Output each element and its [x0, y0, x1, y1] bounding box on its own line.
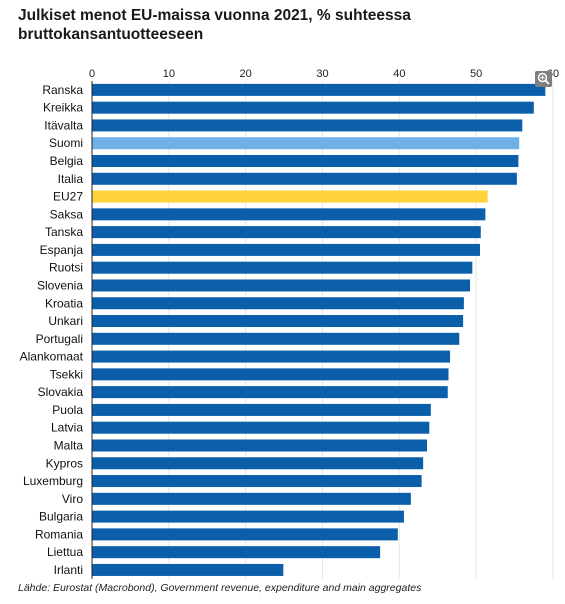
category-label: Suomi: [49, 136, 83, 150]
bar-italia: [92, 172, 517, 185]
bar-unkari: [92, 315, 464, 328]
x-tick-label: 10: [163, 68, 175, 80]
bar-kroatia: [92, 297, 464, 310]
bar-viro: [92, 492, 411, 505]
category-label: Kypros: [46, 456, 83, 470]
category-label: Liettua: [47, 545, 83, 559]
bar-tsekki: [92, 368, 449, 381]
category-label: Kroatia: [45, 296, 83, 310]
category-label: Viro: [62, 492, 83, 506]
x-tick-label: 20: [240, 68, 252, 80]
category-label: Puola: [52, 403, 83, 417]
bar-suomi: [92, 137, 520, 150]
category-label: Slovakia: [38, 385, 84, 399]
category-label: Saksa: [50, 207, 84, 221]
category-label: Bulgaria: [39, 510, 83, 524]
category-label: Espanja: [40, 243, 84, 257]
category-label: Malta: [54, 438, 84, 452]
bar-luxemburg: [92, 475, 422, 488]
category-label: Alankomaat: [20, 350, 84, 364]
bar-kypros: [92, 457, 424, 470]
category-label: Belgia: [50, 154, 84, 168]
bar-slovenia: [92, 279, 471, 292]
bar-liettua: [92, 546, 381, 559]
bar-slovakia: [92, 386, 448, 399]
category-label: Tsekki: [50, 367, 83, 381]
x-tick-label: 0: [89, 68, 95, 80]
x-axis-ticks: 0 10 20 30 40 50 60: [89, 68, 559, 80]
bar-irlanti: [92, 563, 284, 576]
bar-itävalta: [92, 119, 523, 132]
x-tick-label: 50: [470, 68, 482, 80]
x-tick-label: 40: [393, 68, 405, 80]
category-label: Ruotsi: [49, 261, 83, 275]
bar-malta: [92, 439, 427, 452]
zoom-button[interactable]: [535, 71, 552, 87]
category-label: Latvia: [51, 421, 83, 435]
category-label: Itävalta: [44, 118, 83, 132]
chart-title: Julkiset menot EU-maissa vuonna 2021, % …: [18, 7, 411, 43]
bar-belgia: [92, 155, 519, 168]
category-label: Irlanti: [54, 563, 83, 577]
category-label: Slovenia: [37, 278, 83, 292]
category-label: Luxemburg: [23, 474, 83, 488]
bar-bulgaria: [92, 510, 404, 523]
category-label: EU27: [53, 190, 83, 204]
bar-portugali: [92, 332, 460, 345]
category-label: Ranska: [42, 83, 83, 97]
category-label: Portugali: [36, 332, 83, 346]
bar-latvia: [92, 421, 430, 434]
bar-kreikka: [92, 101, 534, 114]
category-labels: Ranska Kreikka Itävalta Suomi Belgia Italia EU…: [20, 83, 84, 577]
bar-saksa: [92, 208, 486, 221]
category-label: Romania: [35, 527, 83, 541]
category-label: Italia: [58, 172, 84, 186]
zoom-in-icon: [537, 72, 550, 85]
x-tick-label: 30: [316, 68, 328, 80]
bars: [92, 83, 546, 576]
category-label: Kreikka: [43, 101, 83, 115]
bar-eu27: [92, 190, 488, 203]
bar-tanska: [92, 226, 481, 239]
bar-ruotsi: [92, 261, 473, 274]
bar-romania: [92, 528, 398, 541]
bar-ranska: [92, 83, 546, 96]
bar-puola: [92, 403, 431, 416]
bar-alankomaat: [92, 350, 451, 363]
bar-espanja: [92, 243, 481, 256]
category-label: Unkari: [48, 314, 83, 328]
category-label: Tanska: [45, 225, 83, 239]
source-note: Lähde: Eurostat (Macrobond), Government …: [18, 582, 422, 594]
